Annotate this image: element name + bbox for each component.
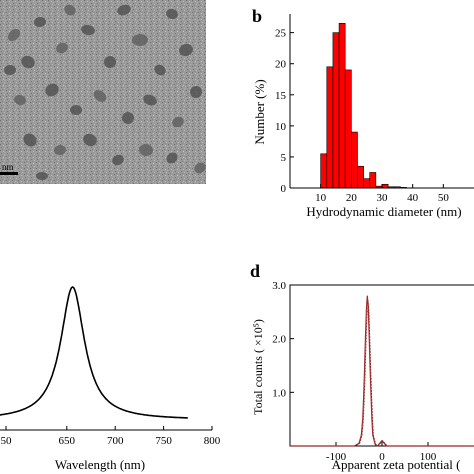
nanoparticles	[4, 4, 206, 181]
nanoparticle	[179, 43, 193, 57]
panel-b-histogram: b 0 5 10 15 20 25 10 20 30 40 50 Hydrodynamic diam…	[252, 6, 474, 219]
panel-d-zeta: d 1.0 2.0 3.0 -100 0 100 Apparent zeta potent…	[250, 261, 474, 472]
histogram-bar	[369, 172, 377, 189]
nanoparticle	[54, 144, 66, 156]
nanoparticle	[14, 94, 26, 106]
histogram-bar	[381, 183, 389, 189]
y-tick-label: 3.0	[272, 280, 286, 292]
panel-a-micrograph: nm	[0, 0, 206, 184]
y-tick-label: 2.0	[272, 334, 286, 346]
x-tick-label: 20	[346, 192, 358, 204]
nanoparticle	[194, 162, 206, 174]
x-tick-label: 0	[379, 451, 385, 463]
nanoparticle	[4, 64, 16, 76]
nanoparticle	[154, 64, 166, 76]
panel-c-axes: 650 700 750 800 50	[0, 426, 221, 447]
panel-d-xlabel: Apparent zeta potential (	[332, 457, 461, 472]
panel-d-letter: d	[250, 261, 260, 281]
x-tick-label: 100	[420, 451, 437, 463]
nanoparticle	[34, 16, 46, 28]
nanoparticle	[7, 28, 21, 42]
panel-d-axes: 1.0 2.0 3.0 -100 0 100	[272, 280, 474, 463]
spectrum-line	[0, 286, 188, 419]
histogram-bar	[332, 32, 340, 189]
panel-c-xlabel: Wavelength (nm)	[55, 457, 145, 472]
histogram-bar	[357, 165, 364, 189]
nanoparticle	[23, 133, 37, 147]
nanoparticle	[143, 94, 157, 106]
nanoparticle	[21, 55, 35, 69]
panel-d-ylabel: Total counts ( ×10⁵)	[251, 319, 265, 415]
histogram-bar	[363, 178, 371, 189]
x-tick-label: 750	[155, 435, 172, 447]
nanoparticle	[172, 116, 184, 128]
y-tick-label: 15	[275, 90, 287, 102]
x-tick-label: 40	[407, 192, 419, 204]
nanoparticle	[83, 133, 97, 147]
nanoparticle	[56, 42, 68, 54]
plot-frame	[289, 284, 474, 447]
x-tick-label: 50	[438, 192, 450, 204]
nanoparticle	[70, 104, 82, 116]
histogram-bar	[344, 69, 352, 189]
panel-b-xlabel: Hydrodynamic diameter (nm)	[306, 204, 461, 219]
nanoparticle	[64, 4, 76, 16]
scale-bar	[0, 172, 18, 175]
panel-c-spectrum: 650 700 750 800 50 Wavelength (nm)	[0, 286, 221, 472]
x-tick-label: 30	[377, 192, 389, 204]
histogram-bar	[320, 153, 328, 189]
x-tick-label: -100	[326, 451, 347, 463]
panel-b-letter: b	[252, 6, 262, 26]
nanoparticle	[36, 171, 48, 181]
histogram-bars	[320, 23, 407, 189]
histogram-bar	[326, 66, 334, 189]
nanoparticle	[117, 4, 131, 16]
nanoparticle	[122, 112, 134, 124]
x-tick-label: 10	[315, 192, 327, 204]
nanoparticle	[45, 83, 59, 97]
nanoparticle	[93, 90, 107, 102]
panel-b-ylabel: Number (%)	[252, 79, 267, 144]
y-tick-label: 20	[275, 59, 287, 71]
y-tick-label: 1.0	[272, 387, 286, 399]
nanoparticle	[190, 86, 202, 98]
x-tick-label: 700	[107, 435, 124, 447]
nanoparticle	[104, 55, 116, 68]
nanoparticle	[139, 143, 153, 157]
zeta-fit-curve	[290, 300, 474, 447]
x-tick-label: 800	[204, 435, 221, 447]
nanoparticle	[81, 24, 95, 36]
x-tick-label: 650	[59, 435, 76, 447]
x-tick-label-partial: 50	[1, 435, 13, 447]
nanoparticle	[166, 152, 178, 164]
scale-bar-label: nm	[2, 162, 14, 172]
histogram-bar	[351, 131, 358, 189]
y-tick-label: 5	[281, 152, 287, 164]
histogram-bar	[338, 23, 346, 189]
panel-b-axes: 0 5 10 15 20 25 10 20 30 40 50	[275, 14, 474, 204]
zeta-curve	[290, 295, 474, 447]
y-tick-label: 10	[275, 121, 287, 133]
nanoparticle	[132, 33, 148, 47]
y-tick-label: 0	[281, 183, 287, 195]
nanoparticle	[166, 8, 178, 20]
y-tick-label: 25	[275, 28, 287, 40]
nanoparticle	[112, 154, 124, 166]
